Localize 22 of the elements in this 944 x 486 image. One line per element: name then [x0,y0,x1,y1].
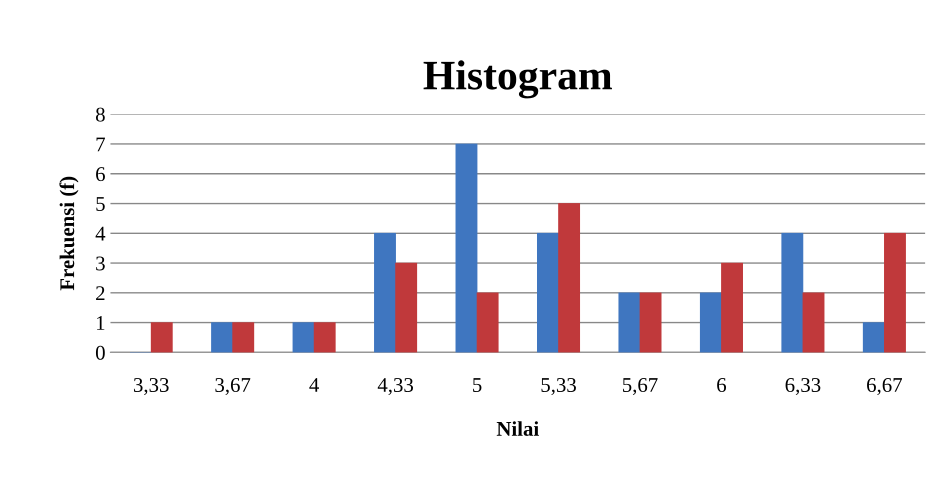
y-tick-label: 5 [96,197,105,211]
x-tick-label: 6,33 [786,378,820,396]
x-axis-title: Nilai [496,421,539,436]
y-tick-label: 8 [96,108,105,122]
x-tick-label: 5,33 [542,378,576,396]
x-tick-label: 5,67 [622,378,658,396]
x-tick-label: 3,67 [215,378,250,396]
x-tick-label: 5 [473,378,482,392]
x-tick-label: 4,33 [378,378,413,396]
y-tick-label: 6 [96,167,105,182]
y-tick-label: 3 [96,256,105,270]
y-tick-label: 7 [96,138,105,152]
y-axis-title: Frekuensi (f) [59,176,79,290]
x-tick-label: 6 [717,378,726,392]
y-tick-label: 0 [96,346,105,360]
x-tick-label: 3,33 [134,378,169,396]
chart-title: Histogram [424,60,612,98]
x-tick-label: 6,67 [867,378,902,396]
y-tick-label: 4 [96,226,106,241]
x-tick-label: 4 [309,378,319,392]
y-tick-label: 1 [97,316,104,330]
y-tick-label: 2 [96,286,104,300]
